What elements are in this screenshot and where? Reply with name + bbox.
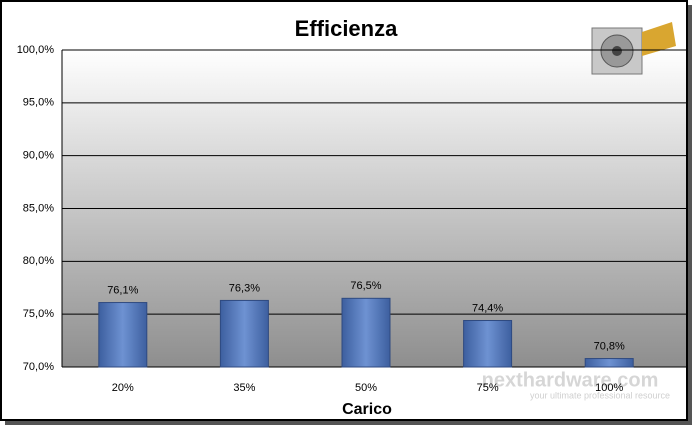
x-tick-label: 20% <box>112 382 134 394</box>
x-tick-label: 100% <box>595 382 623 394</box>
y-tick-label: 95,0% <box>23 97 54 109</box>
x-axis-title: Carico <box>342 401 392 418</box>
bar <box>463 320 513 368</box>
bar <box>219 299 269 368</box>
bar <box>98 302 148 368</box>
value-label: 76,3% <box>229 282 260 294</box>
chart-title: Efficienza <box>295 16 398 41</box>
y-tick-label: 100,0% <box>17 44 55 56</box>
watermark-tagline: your ultimate professional resource <box>530 390 670 400</box>
y-tick-label: 85,0% <box>23 202 54 214</box>
y-tick-label: 75,0% <box>23 308 54 320</box>
bar <box>341 297 391 368</box>
x-tick-label: 35% <box>233 382 255 394</box>
y-tick-label: 80,0% <box>23 255 54 267</box>
x-tick-label: 75% <box>477 382 499 394</box>
value-label: 70,8% <box>594 340 625 352</box>
frame-shadow <box>5 421 692 425</box>
x-tick-label: 50% <box>355 382 377 394</box>
value-label: 74,4% <box>472 302 503 314</box>
y-tick-label: 70,0% <box>23 361 54 373</box>
frame-shadow <box>688 5 692 424</box>
watermark: nexthardware.com <box>482 369 659 391</box>
bar <box>584 358 634 368</box>
value-label: 76,1% <box>107 284 138 296</box>
y-tick-label: 90,0% <box>23 150 54 162</box>
value-label: 76,5% <box>350 280 381 292</box>
psu-icon <box>591 22 676 75</box>
